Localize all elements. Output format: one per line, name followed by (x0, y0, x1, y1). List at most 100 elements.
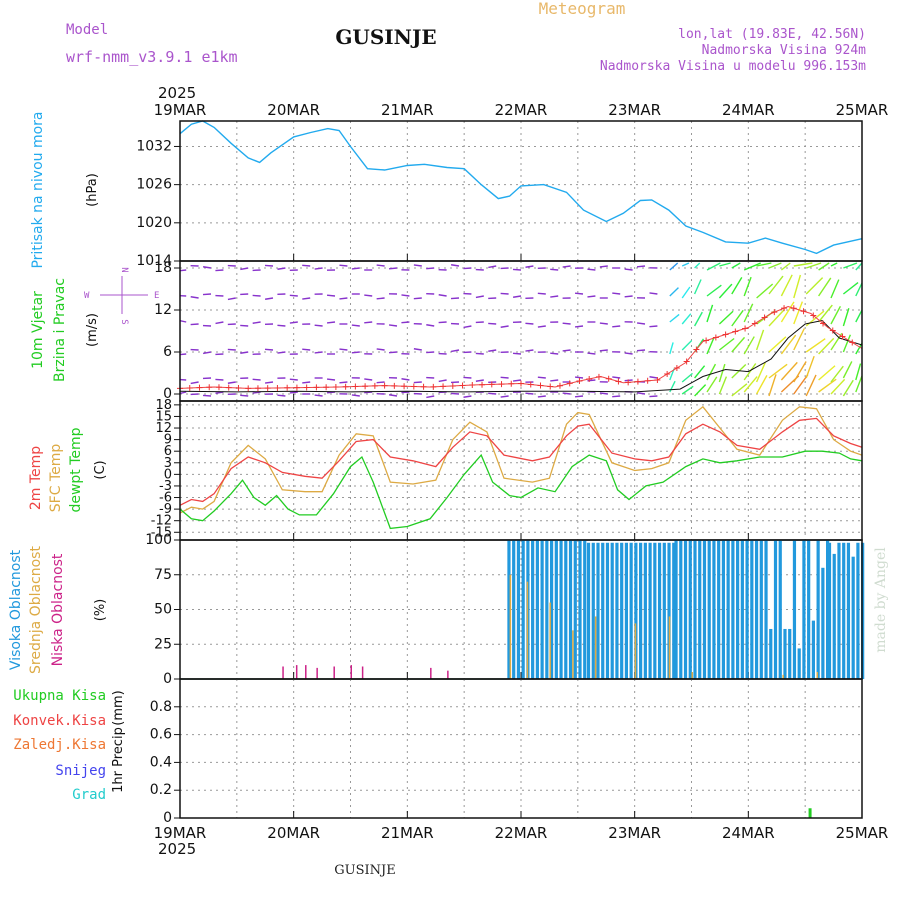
high-cloud-bar (516, 540, 521, 679)
wind-arrow (388, 351, 398, 354)
speed-marker (761, 314, 768, 321)
legend-ukupna-kisa: Ukupna Kisa (13, 688, 106, 704)
speed-marker (449, 382, 456, 389)
top-date-label: 19MAR (154, 101, 207, 119)
wind-arrow (438, 321, 447, 324)
wind-arrow (438, 379, 447, 383)
wind-arrow (413, 264, 422, 267)
high-cloud-bar (683, 540, 688, 679)
high-cloud-bar (545, 540, 549, 679)
wind-arrow (277, 267, 286, 270)
high-cloud-bars (507, 540, 865, 679)
wind-arrow (706, 337, 715, 355)
high-cloud-bar (693, 540, 697, 679)
high-cloud-bar (750, 540, 754, 679)
high-cloud-bar (764, 540, 768, 679)
high-cloud-bar (591, 542, 595, 679)
wind-arrow (562, 265, 571, 268)
wind-arrow (574, 292, 584, 295)
elevation-label: Nadmorska Visina 924m (702, 43, 867, 58)
y-tick-label: 18 (155, 398, 172, 413)
compass-rose-icon: N E W S (84, 267, 159, 324)
high-cloud-bar (821, 567, 825, 679)
wind-arrow (413, 348, 422, 351)
wind-arrow (537, 376, 546, 379)
wind-arrow (768, 374, 777, 397)
cloud-unit: (%) (93, 599, 108, 622)
wind-arrow (179, 391, 187, 395)
speed-marker (410, 383, 417, 390)
wind-arrow (264, 381, 274, 384)
speed-marker (527, 381, 534, 388)
speed-marker (644, 377, 651, 384)
wind-arrow (818, 304, 833, 323)
grid-lines (180, 401, 862, 540)
wind-ylabel-1: 10m Vjetar (30, 291, 46, 369)
wind-arrow (768, 363, 788, 379)
speed-marker (732, 328, 739, 335)
wind-arrow (463, 395, 472, 398)
wind-arrow (264, 348, 274, 351)
high-cloud-bar (639, 542, 643, 679)
wind-arrow (500, 292, 509, 295)
y-tick-label: 0 (163, 386, 172, 402)
precip-panel: 0 0.2 0.4 0.6 0.8 (150, 678, 863, 826)
bottom-date-label: 19MAR (154, 824, 207, 842)
wind-arrow (240, 267, 249, 271)
wind-arrow (793, 301, 804, 325)
station-title: GUSINJE (335, 25, 436, 49)
wind-arrow (413, 381, 422, 384)
wind-arrow (842, 379, 854, 397)
speed-marker (683, 358, 690, 365)
wind-arrow (202, 394, 212, 397)
wind-arrow (780, 334, 797, 355)
wind-arrow (512, 295, 522, 298)
high-cloud-bar (759, 540, 763, 679)
low-cloud-bar (361, 666, 364, 679)
bottom-year-label: 2025 (158, 840, 196, 858)
wind-arrow (326, 378, 336, 381)
wind-arrow (227, 381, 236, 384)
low-cloud-bar (447, 670, 449, 679)
wind-arrow (743, 303, 754, 323)
high-cloud-bar (807, 540, 811, 679)
wind-arrow (562, 322, 571, 325)
speed-marker (440, 383, 447, 390)
pressure-ylabel: Pritisak na nivou mora (30, 111, 46, 268)
wind-arrow (339, 381, 348, 384)
compass-e: E (154, 291, 159, 301)
high-cloud-bar (521, 540, 525, 679)
speed-marker (576, 378, 583, 385)
wind-arrow (525, 349, 534, 352)
wind-arrow (215, 321, 224, 325)
wind-speed-markers (177, 305, 856, 392)
wind-arrow (681, 385, 694, 395)
speed-marker (664, 371, 671, 377)
top-year-label: 2025 (158, 84, 196, 102)
coords-label: lon,lat (19.83E, 42.56N) (678, 27, 866, 42)
wind-arrow (587, 379, 596, 382)
y-tick-label: -6 (159, 491, 172, 506)
wind-arrow (805, 262, 822, 269)
speed-marker (479, 381, 486, 388)
high-cloud-bar (540, 540, 544, 679)
y-tick-label: 50 (154, 602, 172, 618)
y-tick-label: 0.4 (150, 754, 172, 770)
high-cloud-bar (851, 556, 855, 679)
wind-arrow (681, 372, 693, 383)
high-cloud-bar (698, 540, 702, 679)
temp-unit: (C) (93, 460, 108, 479)
speed-marker (206, 384, 213, 391)
wind-arrow (179, 320, 187, 323)
speed-marker (235, 385, 242, 391)
wind-arrow (401, 391, 410, 394)
y-tick-label: 0.2 (150, 782, 172, 798)
speed-marker (556, 382, 563, 389)
wind-arrow (227, 348, 236, 351)
wind-arrow (805, 374, 817, 397)
wind-arrow (488, 392, 497, 395)
wind-arrow (755, 362, 766, 383)
speed-marker (849, 339, 856, 346)
wind-arrow (562, 392, 571, 395)
wind-arrow (624, 352, 633, 355)
